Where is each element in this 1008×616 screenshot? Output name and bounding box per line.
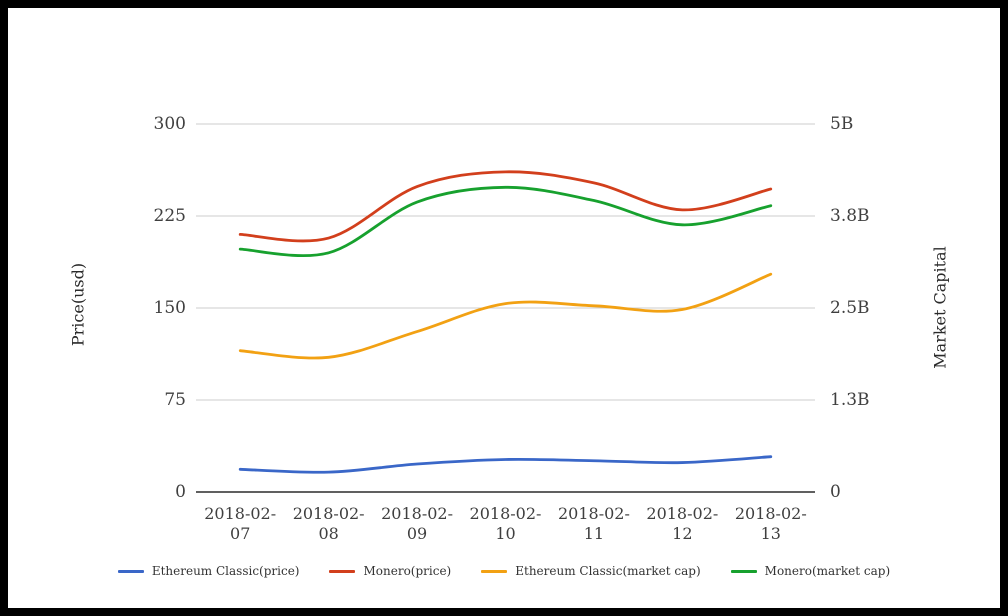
x-tick-line1: 2018-02- xyxy=(646,504,719,523)
legend-item-ethereum-classic-price-[interactable]: Ethereum Classic(price) xyxy=(117,564,300,578)
x-tick-line1: 2018-02- xyxy=(734,504,807,523)
x-tick-line2: 07 xyxy=(230,524,251,543)
x-tick-line2: 12 xyxy=(672,524,693,543)
legend-label: Ethereum Classic(market cap) xyxy=(515,564,701,578)
x-axis-tick-2018-02-12: 2018-02- 12 xyxy=(632,504,732,544)
left-axis-title: Price(usd) xyxy=(68,262,88,347)
x-axis-tick-2018-02-08: 2018-02- 08 xyxy=(279,504,379,544)
right-axis-tick-5B: 5B xyxy=(830,114,854,134)
x-tick-line1: 2018-02- xyxy=(292,504,365,523)
legend-swatch-icon xyxy=(117,569,144,573)
legend-label: Ethereum Classic(price) xyxy=(151,564,300,578)
line-chart-canvas xyxy=(196,123,815,493)
series-line-ethereum-classic-market-cap- xyxy=(238,272,773,360)
x-tick-line2: 13 xyxy=(760,524,781,543)
legend-label: Monero(price) xyxy=(363,564,452,578)
x-tick-line2: 09 xyxy=(406,524,428,543)
right-axis-title: Market Capital xyxy=(930,246,950,369)
right-axis-tick-1.3B: 1.3B xyxy=(830,390,870,410)
legend-label: Monero(market cap) xyxy=(764,564,891,578)
legend-item-monero-price-[interactable]: Monero(price) xyxy=(329,564,451,578)
left-axis-tick-75: 75 xyxy=(164,390,186,410)
legend-swatch-icon xyxy=(481,569,508,573)
x-axis-tick-2018-02-09: 2018-02- 09 xyxy=(367,504,467,544)
x-tick-line2: 10 xyxy=(495,524,516,543)
left-axis-tick-150: 150 xyxy=(153,298,186,318)
right-axis-tick-2.5B: 2.5B xyxy=(830,298,870,318)
legend-item-monero-market-cap-[interactable]: Monero(market cap) xyxy=(730,564,891,578)
x-axis-tick-2018-02-11: 2018-02- 11 xyxy=(544,504,644,544)
x-axis-tick-2018-02-10: 2018-02- 10 xyxy=(456,504,556,544)
chart-legend: Ethereum Classic(price) Monero(price) Ethe… xyxy=(8,564,1000,578)
x-tick-line1: 2018-02- xyxy=(557,504,630,523)
series-line-monero-price- xyxy=(238,170,773,243)
legend-item-ethereum-classic-market-cap-[interactable]: Ethereum Classic(market cap) xyxy=(481,564,701,578)
legend-swatch-icon xyxy=(329,569,356,573)
x-tick-line1: 2018-02- xyxy=(469,504,542,523)
right-axis-tick-3.8B: 3.8B xyxy=(830,206,870,226)
left-axis-tick-0: 0 xyxy=(175,482,186,502)
x-axis-tick-2018-02-13: 2018-02- 13 xyxy=(721,504,821,544)
legend-swatch-icon xyxy=(730,569,757,573)
left-axis-tick-300: 300 xyxy=(153,114,186,134)
x-tick-line1: 2018-02- xyxy=(204,504,277,523)
x-tick-line2: 08 xyxy=(318,524,339,543)
x-tick-line2: 11 xyxy=(583,524,605,543)
x-tick-line1: 2018-02- xyxy=(381,504,453,523)
x-axis-tick-2018-02-07: 2018-02- 07 xyxy=(190,504,290,544)
series-line-monero-market-cap- xyxy=(238,185,773,257)
left-axis-tick-225: 225 xyxy=(153,206,186,226)
series-line-ethereum-classic-price- xyxy=(238,455,773,474)
right-axis-tick-0: 0 xyxy=(830,482,841,502)
